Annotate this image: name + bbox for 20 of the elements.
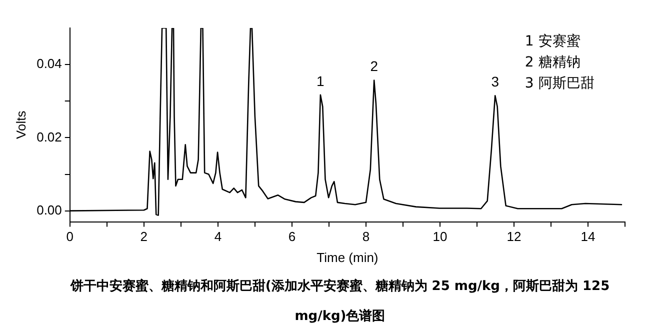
annotation: 1 <box>316 72 325 89</box>
annotation: 1 安赛蜜 <box>524 34 580 50</box>
annotation: 2 糖精钠 <box>524 54 580 71</box>
x-tick-label: 8 <box>362 229 370 244</box>
x-tick-label: 10 <box>432 229 448 244</box>
x-tick-label: 0 <box>66 229 74 244</box>
y-tick-label: 0.02 <box>36 129 62 144</box>
y-tick-label: 0.00 <box>36 202 62 218</box>
annotation: 2 <box>370 58 378 74</box>
y-tick-label: 0.04 <box>36 56 62 72</box>
text: 饼干中安赛蜜、糖精钠和阿斯巴甜(添加水平安赛蜜、糖精钠为 25 mg/kg，阿斯巴甜为 125 mg/kg)色谱图 <box>70 278 610 326</box>
y-axis-title: Volts <box>13 110 28 139</box>
annotation: 3 <box>491 74 500 90</box>
x-tick-label: 14 <box>580 229 596 244</box>
x-tick-label: 2 <box>140 229 148 244</box>
annotation: 3 阿斯巴甜 <box>524 76 594 92</box>
x-tick-label: 4 <box>214 229 222 244</box>
x-axis-title: Time (min) <box>316 250 378 265</box>
x-tick-label: 12 <box>506 229 522 244</box>
x-tick-label: 6 <box>288 229 296 244</box>
